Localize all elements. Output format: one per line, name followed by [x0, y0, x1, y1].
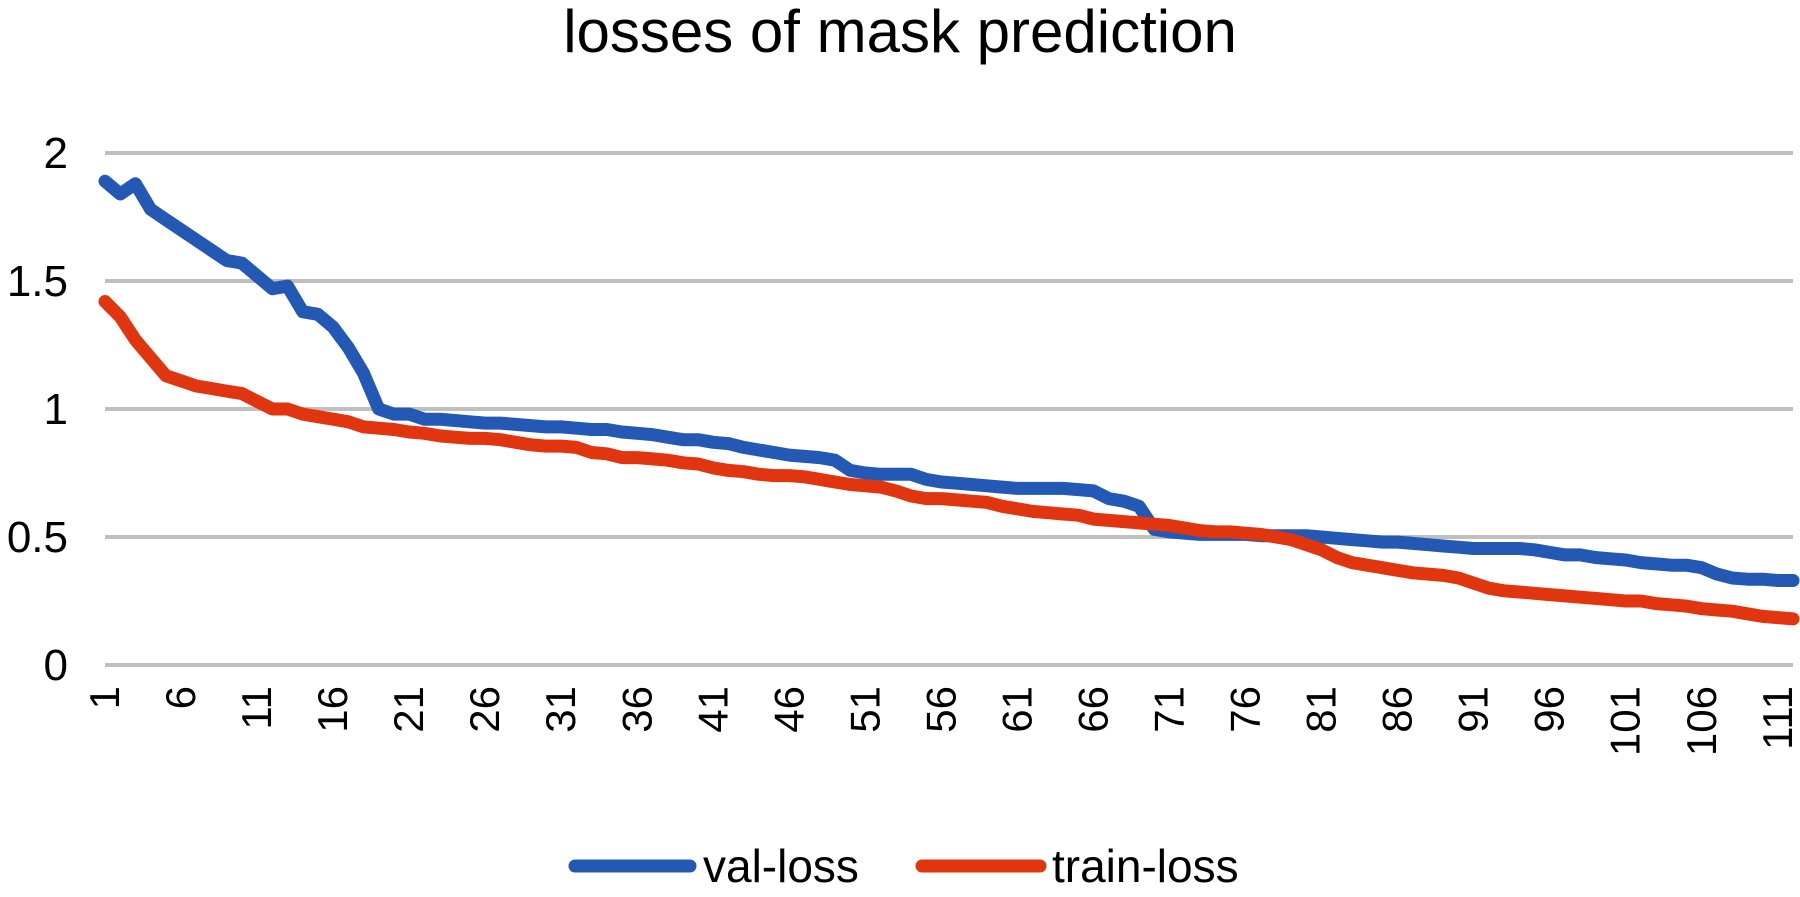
x-tick-label: 66 [1069, 686, 1116, 733]
y-tick-label: 0 [44, 641, 68, 690]
series-lines [98, 174, 1800, 626]
y-tick-label: 0.5 [7, 513, 68, 562]
chart-title: losses of mask prediction [563, 0, 1237, 65]
x-tick-label: 56 [917, 686, 964, 733]
x-tick-label: 96 [1526, 686, 1573, 733]
x-tick-label: 91 [1450, 686, 1497, 733]
x-tick-label: 6 [157, 686, 204, 709]
y-tick-label: 1 [44, 385, 68, 434]
legend: val-loss train-loss [568, 840, 1239, 892]
x-tick-label: 51 [841, 686, 888, 733]
x-tick-label: 41 [689, 686, 736, 733]
x-tick-label: 1 [81, 686, 128, 709]
y-axis-ticks: 0 0.5 1 1.5 2 [7, 129, 68, 690]
x-tick-label: 76 [1222, 686, 1269, 733]
x-tick-label: 11 [233, 686, 280, 730]
series-line-train-loss [98, 295, 1800, 626]
x-tick-label: 81 [1298, 686, 1345, 733]
x-tick-label: 106 [1678, 686, 1725, 756]
x-tick-label: 101 [1602, 686, 1649, 756]
y-tick-label: 2 [44, 129, 68, 178]
x-tick-label: 111 [1754, 686, 1800, 750]
legend-label-val-loss: val-loss [703, 840, 859, 892]
x-tick-label: 61 [993, 686, 1040, 733]
x-axis-ticks: 1 6 11 16 21 26 31 36 41 46 51 56 61 66 71 76 81 86 91 96 10… [81, 686, 1800, 756]
x-tick-label: 26 [461, 686, 508, 733]
x-tick-label: 31 [537, 686, 584, 733]
x-tick-label: 46 [765, 686, 812, 733]
x-tick-label: 86 [1374, 686, 1421, 733]
y-tick-label: 1.5 [7, 257, 68, 306]
x-tick-label: 21 [385, 686, 432, 733]
x-tick-label: 36 [613, 686, 660, 733]
x-tick-label: 16 [309, 686, 356, 733]
series-line-val-loss [98, 174, 1800, 587]
x-tick-label: 71 [1146, 686, 1193, 733]
legend-label-train-loss: train-loss [1052, 840, 1239, 892]
